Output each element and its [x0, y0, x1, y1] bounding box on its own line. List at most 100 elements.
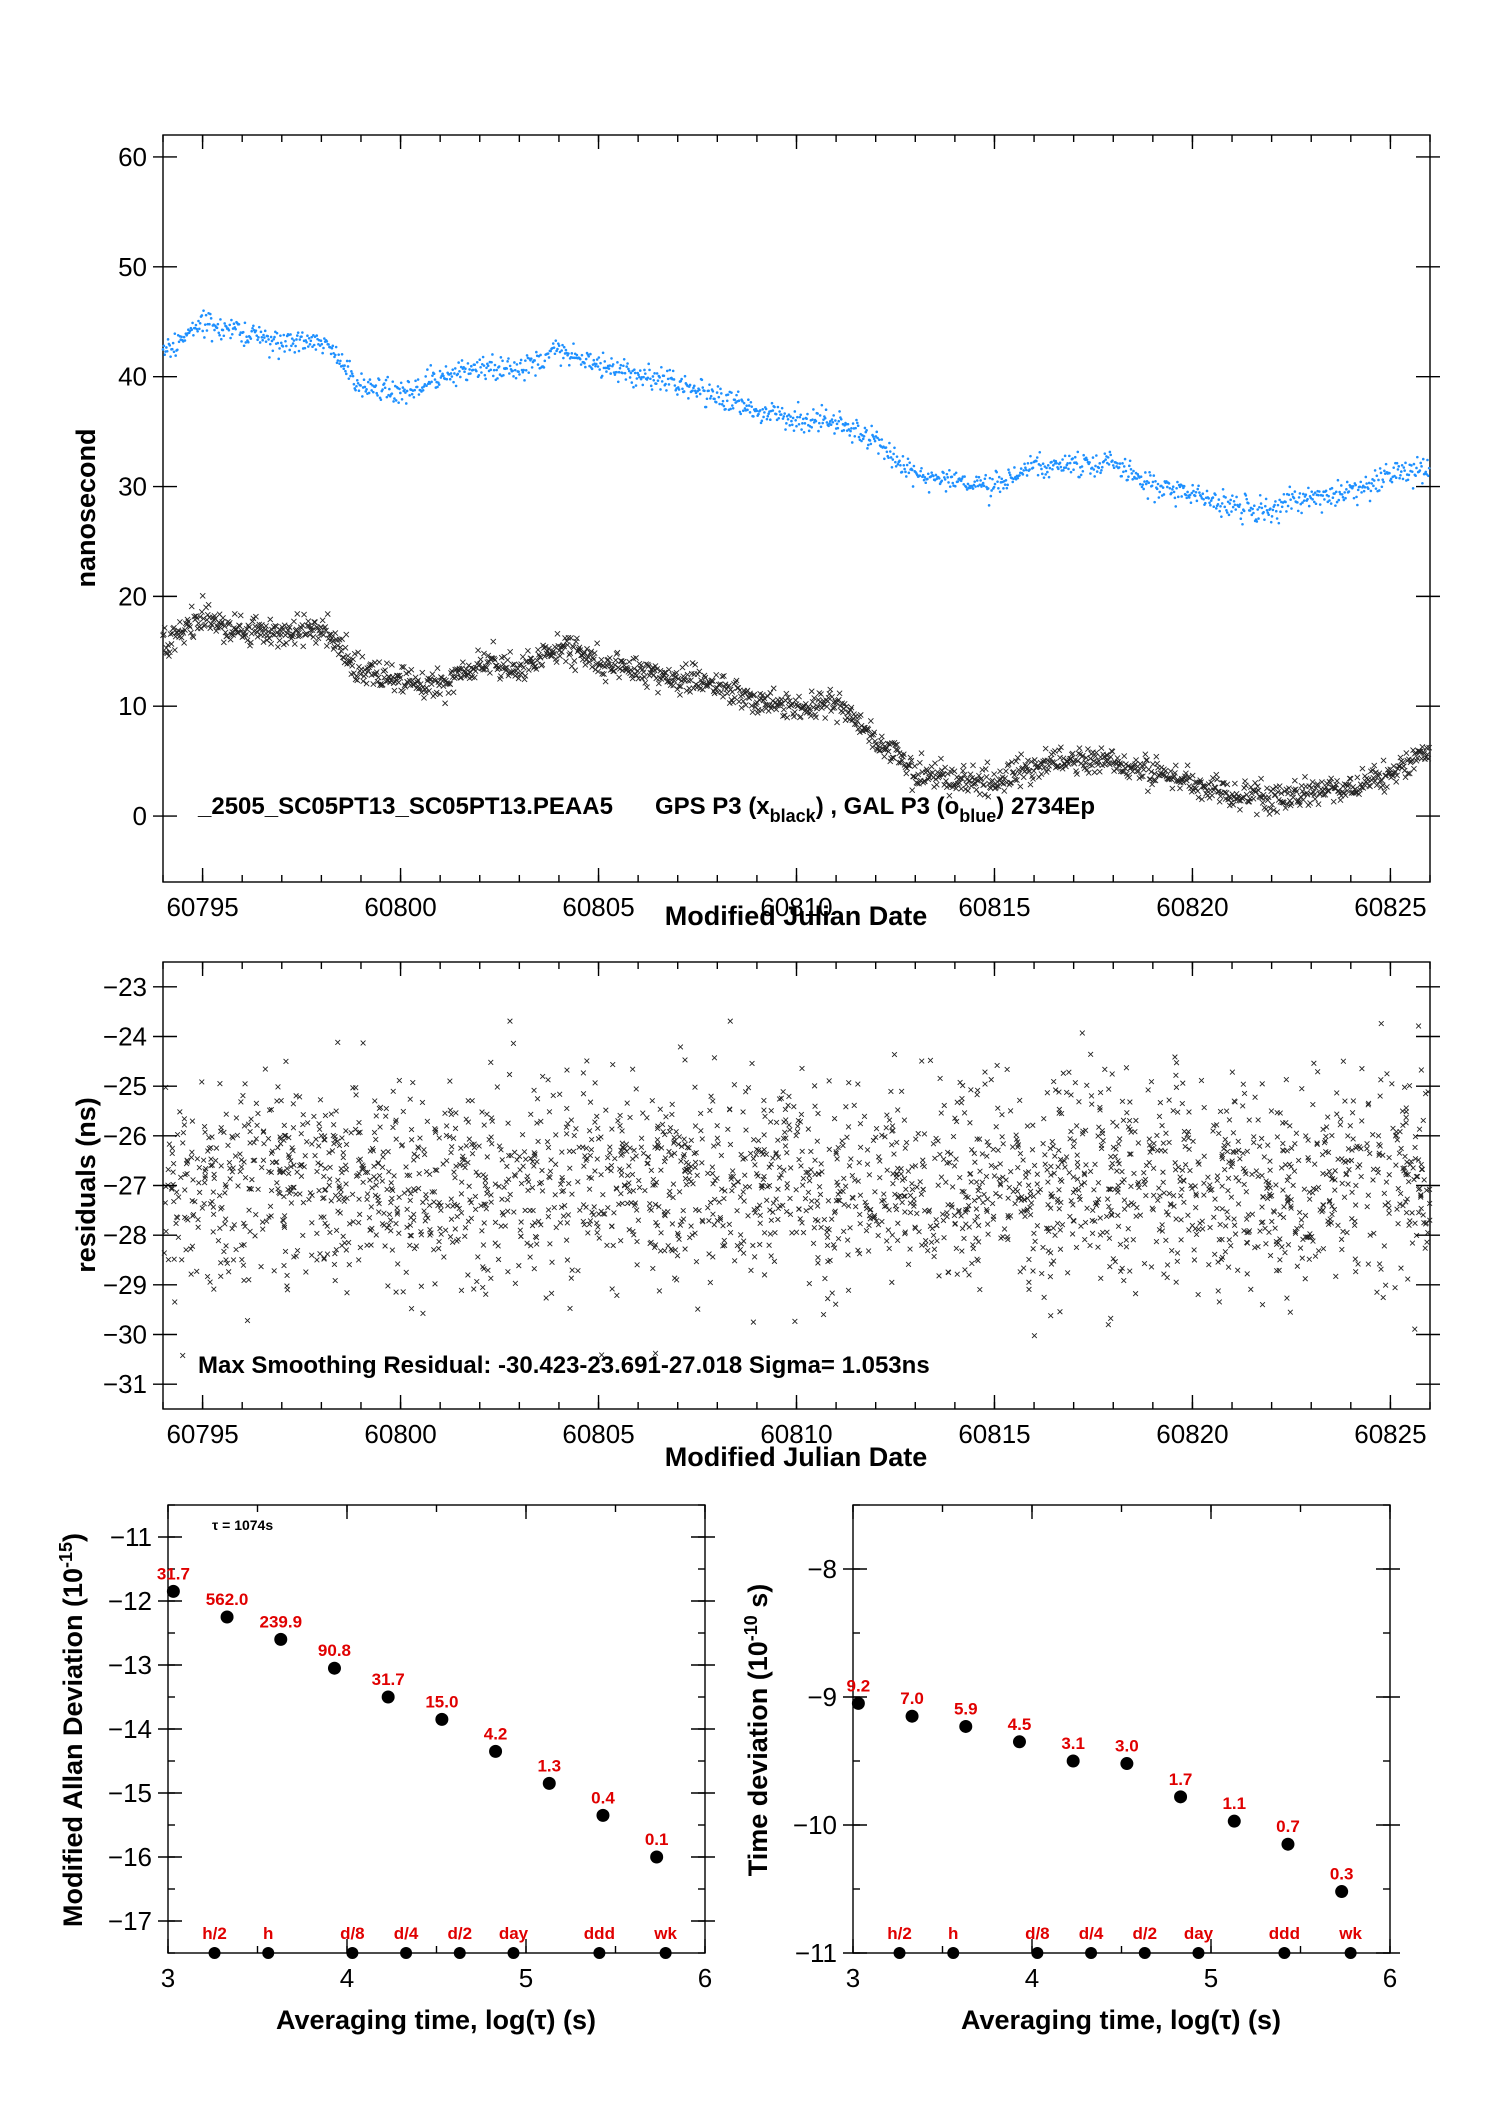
o-marker — [368, 378, 372, 381]
x-marker — [841, 1175, 847, 1182]
o-marker — [963, 475, 966, 478]
x-marker — [851, 1102, 857, 1109]
o-marker — [518, 373, 521, 376]
x-marker — [982, 1081, 988, 1087]
x-marker — [1311, 1060, 1317, 1066]
o-marker — [1258, 505, 1261, 509]
o-marker — [1223, 505, 1227, 509]
x-marker — [353, 1092, 359, 1098]
x-marker — [1280, 1187, 1286, 1193]
x-marker — [190, 634, 197, 641]
o-marker — [771, 409, 775, 412]
x-marker — [984, 1196, 991, 1202]
y-tick-label: 40 — [118, 362, 147, 392]
x-marker — [898, 1088, 905, 1095]
o-marker — [865, 429, 868, 432]
x-marker — [281, 1213, 288, 1219]
o-marker — [1341, 495, 1345, 499]
x-marker — [1041, 757, 1048, 764]
x-marker — [351, 650, 358, 657]
o-marker — [1214, 493, 1217, 497]
x-marker — [1214, 776, 1221, 783]
x-marker — [1050, 1258, 1057, 1264]
x-marker — [663, 1114, 669, 1120]
o-marker — [1067, 467, 1070, 471]
o-marker — [1304, 493, 1308, 497]
o-marker — [1377, 478, 1380, 482]
x-marker — [505, 1120, 511, 1126]
o-marker — [741, 409, 745, 413]
o-marker — [1004, 478, 1008, 482]
o-marker — [823, 416, 827, 420]
x-marker — [757, 1212, 763, 1218]
x-marker — [481, 1220, 487, 1226]
x-marker — [281, 1193, 287, 1200]
x-marker — [918, 750, 925, 757]
x-marker — [521, 1149, 528, 1155]
o-marker — [291, 342, 295, 345]
x-marker — [1345, 1133, 1351, 1139]
x-marker — [476, 1143, 482, 1149]
x-marker — [326, 1176, 333, 1182]
x-marker — [1056, 1147, 1062, 1154]
x-marker — [281, 1262, 287, 1269]
x-marker — [761, 1230, 768, 1236]
o-marker — [484, 377, 487, 381]
x-marker — [977, 1286, 983, 1293]
x-marker — [1050, 1225, 1057, 1231]
x-marker — [1098, 745, 1105, 752]
o-marker — [1384, 462, 1388, 466]
x-marker — [463, 1143, 470, 1149]
o-marker — [1317, 493, 1320, 497]
x-marker — [389, 1247, 396, 1253]
o-marker — [698, 392, 702, 396]
x-marker — [640, 1110, 646, 1116]
x-marker — [472, 1206, 479, 1213]
x-marker — [1107, 754, 1114, 760]
x-marker — [339, 1135, 345, 1141]
x-marker — [883, 1125, 889, 1131]
x-marker — [526, 658, 533, 665]
x-marker — [1135, 768, 1142, 775]
x-marker — [395, 679, 402, 686]
x-marker — [934, 1238, 940, 1244]
x-marker — [743, 1127, 749, 1133]
x-marker — [1119, 1179, 1125, 1185]
o-marker — [242, 344, 246, 348]
x-marker — [161, 625, 168, 631]
x-marker — [1039, 1270, 1045, 1277]
o-marker — [513, 368, 517, 372]
o-marker — [1024, 466, 1027, 470]
x-marker — [488, 1275, 494, 1282]
x-marker — [669, 1248, 675, 1254]
o-marker — [1399, 474, 1402, 477]
x-marker — [469, 1151, 476, 1157]
x-marker — [698, 679, 705, 686]
x-marker — [654, 666, 661, 672]
x-marker — [791, 709, 798, 715]
o-marker — [1360, 491, 1363, 494]
x-marker — [1019, 765, 1026, 771]
x-marker — [1085, 770, 1092, 776]
o-marker — [339, 359, 342, 363]
o-marker — [1251, 507, 1254, 511]
x-marker — [342, 644, 349, 651]
o-marker — [853, 434, 857, 438]
x-marker — [1195, 794, 1202, 801]
x-marker — [1324, 1114, 1331, 1120]
x-marker — [906, 762, 913, 769]
o-marker — [830, 418, 834, 421]
o-marker — [556, 347, 559, 351]
o-marker — [473, 363, 476, 367]
x-marker — [335, 1177, 341, 1183]
x-marker — [238, 1164, 245, 1170]
x-marker — [1205, 1174, 1211, 1180]
x-marker — [419, 1099, 426, 1106]
x-marker — [1109, 1071, 1115, 1077]
x-marker — [1217, 1221, 1223, 1228]
x-marker — [1301, 1186, 1308, 1192]
o-marker — [297, 349, 301, 353]
x-marker — [240, 1262, 247, 1268]
o-marker — [987, 504, 991, 507]
